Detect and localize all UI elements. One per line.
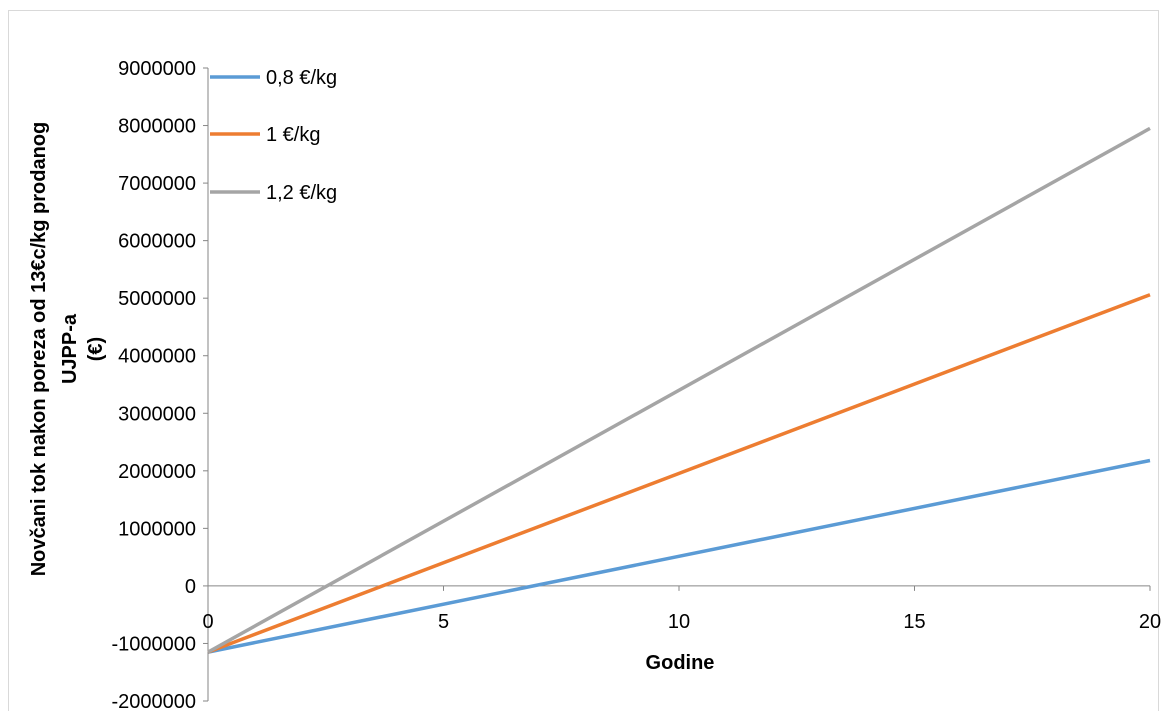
series-line-0 [207,458,1151,654]
x-tick-label: 20 [1139,611,1161,633]
y-tick-label: 6000000 [118,231,196,253]
x-axis-ticks: 0 5 10 15 20 [202,585,1161,633]
series-line-1 [207,293,1151,654]
chart-frame [8,10,1159,711]
y-tick-label: 1000000 [118,518,196,540]
y-axis-title: Novčani tok nakon poreza od 13€c/kg prod… [28,122,107,577]
series-lines [207,126,1151,654]
axes [207,68,1150,701]
x-tick-label: 0 [202,611,213,633]
y-tick-label: 7000000 [118,173,196,195]
y-tick-label: -2000000 [111,691,196,711]
y-tick-label: -1000000 [111,633,196,655]
y-tick-label: 3000000 [118,403,196,425]
y-axis-title-line: Novčani tok nakon poreza od 13€c/kg prod… [28,122,50,577]
y-axis-title-line: (€) [85,337,107,361]
legend-label: 1 €/kg [266,124,320,146]
y-tick-label: 5000000 [118,288,196,310]
y-tick-label: 0 [185,576,196,598]
x-tick-label: 15 [903,611,925,633]
x-tick-label: 5 [438,611,449,633]
y-tick-label: 4000000 [118,346,196,368]
x-axis-title: Godine [646,652,715,674]
legend-label: 0,8 €/kg [266,67,337,89]
y-axis-ticks: -2000000 -1000000 0 1000000 2000000 3000000 40… [111,58,208,711]
y-tick-label: 9000000 [118,58,196,80]
series-line-2 [207,126,1151,654]
y-axis-title-line: UJPP-a [59,313,81,384]
y-tick-label: 8000000 [118,116,196,138]
x-tick-label: 10 [668,611,690,633]
legend: 0,8 €/kg 1 €/kg 1,2 €/kg [210,67,337,204]
y-tick-label: 2000000 [118,461,196,483]
legend-label: 1,2 €/kg [266,182,337,204]
